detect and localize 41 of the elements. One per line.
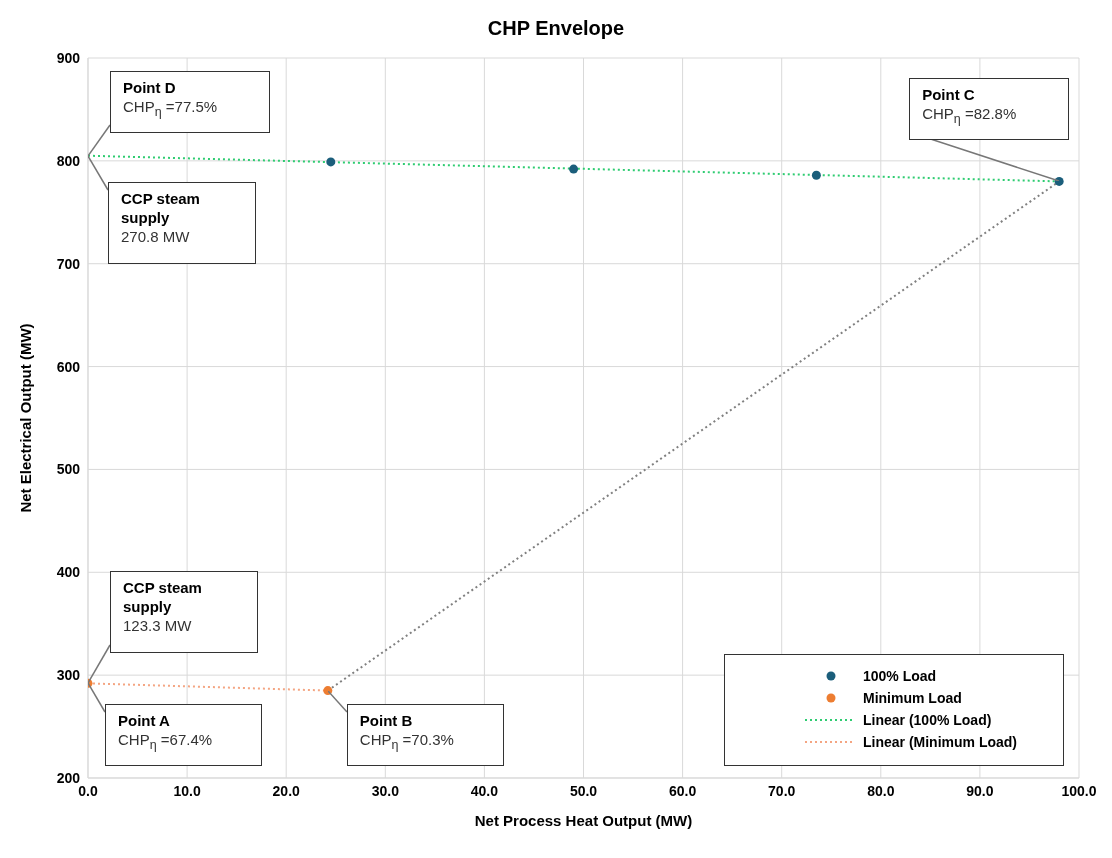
x-tick-label: 40.0 [470,782,499,799]
y-tick-label: 300 [56,667,81,684]
x-tick-label: 50.0 [569,782,598,799]
annotation: CCP steam supply 270.8 MW [121,188,201,246]
legend-label: Linear (Minimum Load) [863,734,1017,750]
y-tick-label: 400 [56,564,81,581]
legend-label: 100% Load [863,668,937,684]
y-tick-label: 800 [56,152,81,169]
point [326,157,336,167]
annotation: Point C CHP$_{η}$ =82.8% [922,85,1018,129]
x-tick-label: 10.0 [173,782,201,799]
callout: CCP steam supply 270.8 MW [88,155,256,264]
x-axis-title: Net Process Heat Output (MW) [474,812,693,829]
y-tick-label: 700 [56,255,81,272]
x-tick-label: 90.0 [966,782,994,799]
y-tick-label: 900 [56,49,81,66]
callout: Point D CHP$_{η}$ =77.5% [88,70,270,156]
y-tick-label: 600 [56,358,81,375]
chart-title: CHP Envelope [486,16,626,41]
callout: Point B CHP$_{η}$ =70.3% [327,690,504,766]
x-tick-label: 100.0 [1061,782,1097,799]
annotation: Point D CHP$_{η}$ =77.5% [123,77,219,121]
callout: CCP steam supply 123.3 MW [88,571,258,684]
point [811,170,821,180]
legend-label: Minimum Load [863,690,962,706]
x-tick-label: 20.0 [272,782,301,799]
legend-label: Linear (100% Load) [863,712,992,728]
annotation: Point B CHP$_{η}$ =70.3% [359,710,455,754]
annotation: Point A CHP$_{η}$ =67.4% [118,711,214,755]
callout: Point A CHP$_{η}$ =67.4% [88,683,262,767]
y-tick-label: 200 [56,769,81,786]
annotation: CCP steam supply 123.3 MW [123,578,203,636]
callout: Point C CHP$_{η}$ =82.8% [909,78,1070,182]
y-tick-label: 500 [56,461,81,478]
x-tick-label: 30.0 [371,782,400,799]
x-tick-label: 0.0 [78,782,98,799]
x-tick-label: 60.0 [668,782,697,799]
x-tick-label: 80.0 [867,782,895,799]
x-tick-label: 70.0 [768,782,796,799]
point [569,164,579,174]
y-axis-title: Net Electrical Output (MW) [17,323,35,513]
